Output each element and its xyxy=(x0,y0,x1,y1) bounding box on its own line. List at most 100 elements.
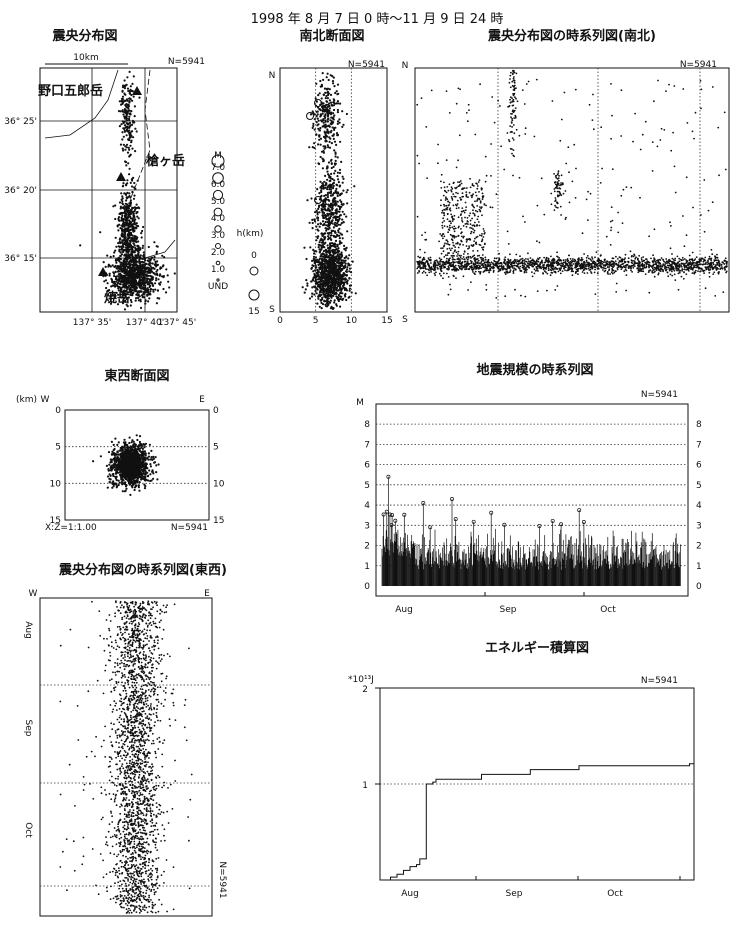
epicenter-dot xyxy=(119,110,122,113)
epicenter-dot xyxy=(151,262,154,265)
epicenter-dot xyxy=(123,237,126,240)
ns-ts-dot xyxy=(429,258,432,261)
ns-dot xyxy=(329,159,333,162)
ns-ts-dot xyxy=(697,270,699,272)
epicenter-dot xyxy=(109,255,112,258)
epicenter-dot xyxy=(143,296,146,299)
epicenter-dot xyxy=(121,262,124,265)
epicenter-dot xyxy=(131,283,134,286)
ns-dot xyxy=(317,281,320,284)
ns-dot xyxy=(336,175,339,178)
ns-ts-dot xyxy=(496,266,499,269)
ns-dot xyxy=(333,235,336,238)
ns-ts-dot xyxy=(671,253,673,255)
epicenter-dot xyxy=(132,242,135,245)
ns-dot xyxy=(325,209,329,212)
ns-ts-dot xyxy=(717,259,720,262)
ns-ts-dot xyxy=(603,270,606,273)
ns-dot xyxy=(330,238,333,241)
ns-ts-dot xyxy=(632,255,635,258)
ns-dot xyxy=(324,260,327,263)
epicenter-dot xyxy=(132,271,135,274)
ns-dot xyxy=(325,229,328,232)
ns-dot xyxy=(334,197,337,200)
ns-ts-dot xyxy=(537,257,539,260)
epicenter-dot xyxy=(117,229,120,232)
epicenter-dot xyxy=(126,130,129,133)
epicenter-dots xyxy=(79,70,176,311)
epicenter-dot xyxy=(127,245,130,248)
ns-dot xyxy=(311,292,314,295)
ns-dot xyxy=(332,108,336,112)
ns-dot xyxy=(333,299,336,302)
map-lat-tick: 36° 20' xyxy=(4,186,37,196)
ns-ts-dot xyxy=(708,275,711,278)
ns-dot xyxy=(341,175,344,178)
ns-dot xyxy=(322,109,325,112)
ns-dot xyxy=(348,270,351,273)
epicenter-dot xyxy=(131,191,134,194)
ns-ts-dot xyxy=(671,270,673,273)
ns-dot xyxy=(332,98,335,101)
ns-ts-dot xyxy=(718,264,721,267)
ns-ts-dot xyxy=(434,266,437,268)
ns-ts-dot xyxy=(624,266,627,269)
ns-dot xyxy=(326,195,329,199)
ns-dot xyxy=(323,222,326,226)
ns-dot xyxy=(320,257,324,260)
ns-dot xyxy=(332,198,335,202)
ns-dot xyxy=(334,221,337,224)
ns-ts-dot xyxy=(665,268,668,271)
epicenter-dot xyxy=(125,255,128,258)
ns-ts-dot xyxy=(525,258,527,260)
epicenter-dot xyxy=(131,99,134,102)
ns-ts-dot xyxy=(447,266,450,269)
ns-ts-dot xyxy=(694,269,697,272)
ns-ts-dot xyxy=(556,251,558,254)
ns-dot xyxy=(337,272,340,275)
epicenter-dot xyxy=(138,282,141,285)
epicenter-dot xyxy=(112,271,115,274)
epicenter-dot xyxy=(134,275,138,278)
map-scale-label: 10km xyxy=(73,53,98,63)
ns-dot xyxy=(336,233,339,236)
epicenter-dot xyxy=(148,257,151,260)
ns-dot xyxy=(338,237,341,240)
ns-dot xyxy=(311,286,314,289)
ns-ts-dot xyxy=(453,266,455,269)
ns-ts-title: 震央分布図の時系列図(南北) xyxy=(487,28,656,44)
ns-ts-dot xyxy=(682,259,684,261)
ns-ts-dot xyxy=(589,266,592,269)
epicenter-dot xyxy=(115,291,118,294)
epicenter-dot xyxy=(127,107,130,110)
ns-dot xyxy=(308,221,311,224)
epicenter-dot xyxy=(106,254,109,257)
ns-ts-dot xyxy=(594,263,596,266)
epicenter-dot xyxy=(123,276,126,279)
ns-dot xyxy=(324,119,327,122)
ns-dot xyxy=(336,83,340,86)
epicenter-dot xyxy=(119,263,122,267)
epicenter-dot xyxy=(125,146,128,149)
ns-dot xyxy=(310,295,314,298)
ns-ts-dot xyxy=(698,261,701,263)
ns-dot xyxy=(312,270,315,273)
ns-dot xyxy=(317,246,320,249)
ns-dot xyxy=(342,220,345,224)
ns-ts-dot xyxy=(724,266,727,268)
epicenter-dot xyxy=(128,192,131,195)
ns-dot xyxy=(309,246,312,249)
ns-dot xyxy=(340,205,343,208)
ns-ts-dot xyxy=(483,266,486,269)
epicenter-dot xyxy=(133,115,136,118)
ns-ts-dot xyxy=(476,265,479,268)
ns-dot xyxy=(319,143,322,146)
ns-dot xyxy=(319,85,322,88)
epicenter-dot xyxy=(105,272,108,275)
ns-dot xyxy=(332,256,335,259)
ns-ts-dot xyxy=(593,271,596,274)
epicenter-dot xyxy=(121,214,124,217)
epicenter-dot xyxy=(123,269,127,272)
ns-ts-dot xyxy=(624,257,626,259)
ns-ts-dot xyxy=(562,265,565,268)
